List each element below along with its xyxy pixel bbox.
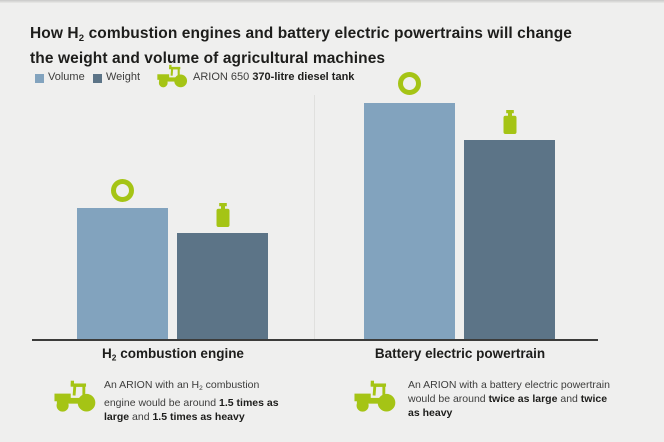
footnote-h2: An ARION with an H2 combustion engine wou… bbox=[104, 379, 279, 423]
legend-arion-label: ARION 650 370-litre diesel tank bbox=[193, 71, 355, 83]
footnote-bev: An ARION with a battery electric powertr… bbox=[408, 379, 610, 419]
legend-volume-label: Volume bbox=[48, 71, 85, 83]
category-label-h2: H2 combustion engine bbox=[102, 346, 244, 363]
x-axis-baseline bbox=[32, 339, 598, 341]
legend-weight-swatch bbox=[93, 74, 102, 83]
weight-icon bbox=[216, 203, 230, 227]
group-divider bbox=[314, 95, 315, 339]
volume-ring-icon bbox=[398, 72, 421, 95]
h2-volume-bar bbox=[77, 208, 168, 341]
page-title: How H2 combustion engines and battery el… bbox=[30, 25, 573, 67]
weight-icon bbox=[503, 110, 517, 134]
legend-weight-label: Weight bbox=[106, 71, 141, 83]
tractor-icon bbox=[157, 64, 189, 88]
legend-volume-swatch bbox=[35, 74, 44, 83]
h2-weight-bar bbox=[177, 233, 268, 341]
tractor-icon bbox=[54, 379, 97, 413]
bev-volume-bar bbox=[364, 103, 455, 341]
category-label-bev: Battery electric powertrain bbox=[374, 346, 546, 361]
tractor-icon bbox=[354, 379, 397, 413]
volume-ring-icon bbox=[111, 179, 134, 202]
bev-weight-bar bbox=[464, 140, 555, 341]
top-edge-strip bbox=[0, 0, 664, 3]
